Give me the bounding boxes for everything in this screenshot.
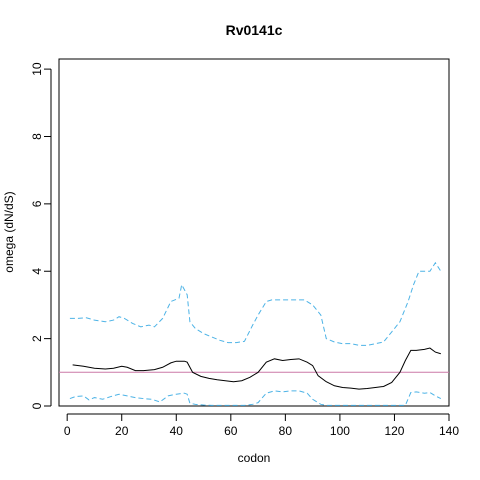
x-tick-label: 140	[439, 424, 459, 438]
x-tick-label: 80	[279, 424, 293, 438]
x-tick-label: 20	[115, 424, 129, 438]
x-tick-label: 0	[64, 424, 71, 438]
x-tick-label: 120	[384, 424, 404, 438]
y-axis-title: omega (dN/dS)	[2, 191, 16, 272]
series-layer	[59, 261, 449, 406]
y-tick-label: 10	[30, 62, 44, 76]
x-axis: 0 20 40 60 80 100 120 140	[64, 413, 459, 438]
x-tick-label: 60	[224, 424, 238, 438]
upper-bound-line	[69, 261, 442, 346]
x-axis-title: codon	[238, 451, 271, 465]
y-tick-label: 0	[30, 402, 44, 409]
plot-frame	[58, 58, 450, 407]
y-tick-label: 4	[30, 268, 44, 275]
x-tick-label: 40	[170, 424, 184, 438]
y-tick-label: 2	[30, 335, 44, 342]
mean-omega-line	[72, 347, 441, 390]
y-tick-label: 6	[30, 200, 44, 207]
y-axis: 0 2 4 6 8 10	[30, 62, 52, 409]
chart-title: Rv0141c	[226, 22, 283, 38]
y-tick-label: 8	[30, 133, 44, 140]
lower-bound-line	[69, 390, 442, 406]
x-tick-label: 100	[330, 424, 350, 438]
